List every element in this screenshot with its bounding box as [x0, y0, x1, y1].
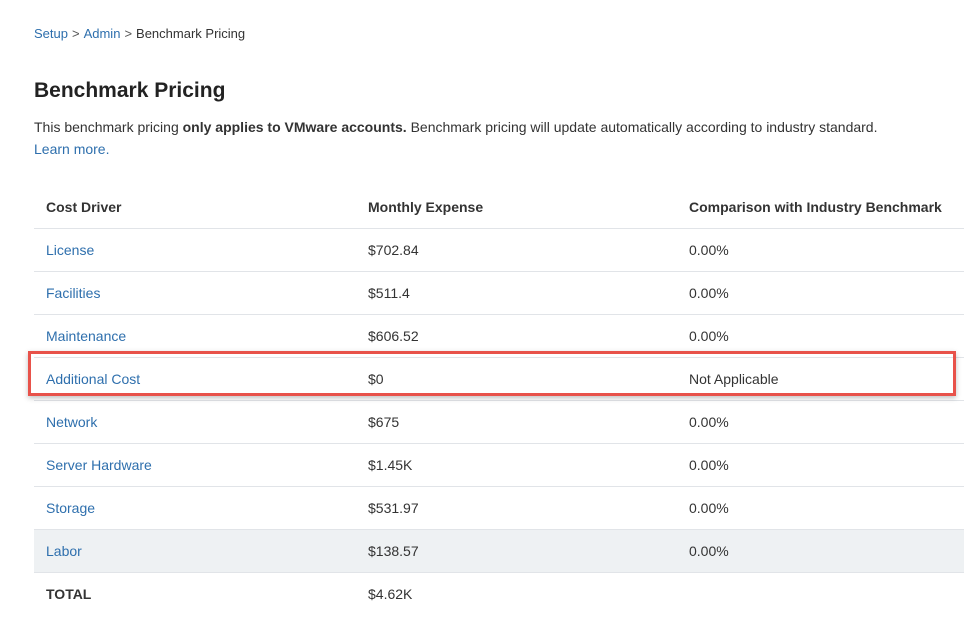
column-header-comparison: Comparison with Industry Benchmark — [689, 199, 942, 215]
monthly-expense-value: $606.52 — [368, 328, 419, 344]
table-row-additional-cost: Additional Cost $0 Not Applicable — [34, 358, 964, 401]
benchmark-comparison-value: 0.00% — [689, 500, 729, 516]
benchmark-comparison-value: 0.00% — [689, 543, 729, 559]
benchmark-comparison-value: Not Applicable — [689, 371, 779, 387]
column-header-monthly-expense: Monthly Expense — [368, 199, 484, 215]
table-row-storage: Storage $531.97 0.00% — [34, 487, 964, 530]
page-title: Benchmark Pricing — [34, 79, 226, 102]
cost-driver-table: Cost Driver Monthly Expense Comparison w… — [34, 186, 964, 615]
cost-driver-link-labor[interactable]: Labor — [46, 543, 82, 559]
monthly-expense-value: $1.45K — [368, 457, 413, 473]
breadcrumb: Setup > Admin > Benchmark Pricing — [34, 26, 245, 42]
table-header-row: Cost Driver Monthly Expense Comparison w… — [34, 186, 964, 229]
cost-driver-link-storage[interactable]: Storage — [46, 500, 96, 516]
breadcrumb-separator: > — [71, 26, 80, 41]
cost-driver-link-facilities[interactable]: Facilities — [46, 285, 101, 301]
monthly-expense-value: $702.84 — [368, 242, 419, 258]
cost-driver-link-additional-cost[interactable]: Additional Cost — [46, 371, 141, 387]
table-row-facilities: Facilities $511.4 0.00% — [34, 272, 964, 315]
benchmark-comparison-value: 0.00% — [689, 328, 729, 344]
total-expense-value: $4.62K — [368, 586, 413, 602]
cost-driver-link-network[interactable]: Network — [46, 414, 98, 430]
breadcrumb-admin-link[interactable]: Admin — [83, 26, 121, 41]
cost-driver-link-maintenance[interactable]: Maintenance — [46, 328, 127, 344]
column-header-cost-driver: Cost Driver — [46, 199, 122, 215]
table-row-maintenance: Maintenance $606.52 0.00% — [34, 315, 964, 358]
monthly-expense-value: $675 — [368, 414, 400, 430]
breadcrumb-current: Benchmark Pricing — [136, 26, 246, 41]
cost-driver-link-license[interactable]: License — [46, 242, 95, 258]
learn-more-link[interactable]: Learn more. — [34, 141, 110, 157]
breadcrumb-setup-link[interactable]: Setup — [34, 26, 68, 41]
benchmark-comparison-value: 0.00% — [689, 414, 729, 430]
breadcrumb-separator: > — [124, 26, 133, 41]
monthly-expense-value: $138.57 — [368, 543, 419, 559]
benchmark-comparison-value: 0.00% — [689, 457, 729, 473]
intro-text-before: This benchmark pricing — [34, 119, 183, 135]
intro-text-after: Benchmark pricing will update automatica… — [406, 119, 878, 135]
intro-text: This benchmark pricing only applies to V… — [34, 116, 954, 160]
table-row-total: TOTAL $4.62K — [34, 573, 964, 615]
benchmark-comparison-value: 0.00% — [689, 242, 729, 258]
table-row-license: License $702.84 0.00% — [34, 229, 964, 272]
monthly-expense-value: $531.97 — [368, 500, 419, 516]
monthly-expense-value: $511.4 — [368, 285, 410, 301]
table-row-network: Network $675 0.00% — [34, 401, 964, 444]
table-row-labor: Labor $138.57 0.00% — [34, 530, 964, 573]
monthly-expense-value: $0 — [368, 371, 384, 387]
cost-driver-link-server-hardware[interactable]: Server Hardware — [46, 457, 152, 473]
table-row-server-hardware: Server Hardware $1.45K 0.00% — [34, 444, 964, 487]
intro-bold-text: only applies to VMware accounts. — [182, 119, 407, 135]
benchmark-comparison-value: 0.00% — [689, 285, 729, 301]
total-label: TOTAL — [46, 586, 92, 602]
